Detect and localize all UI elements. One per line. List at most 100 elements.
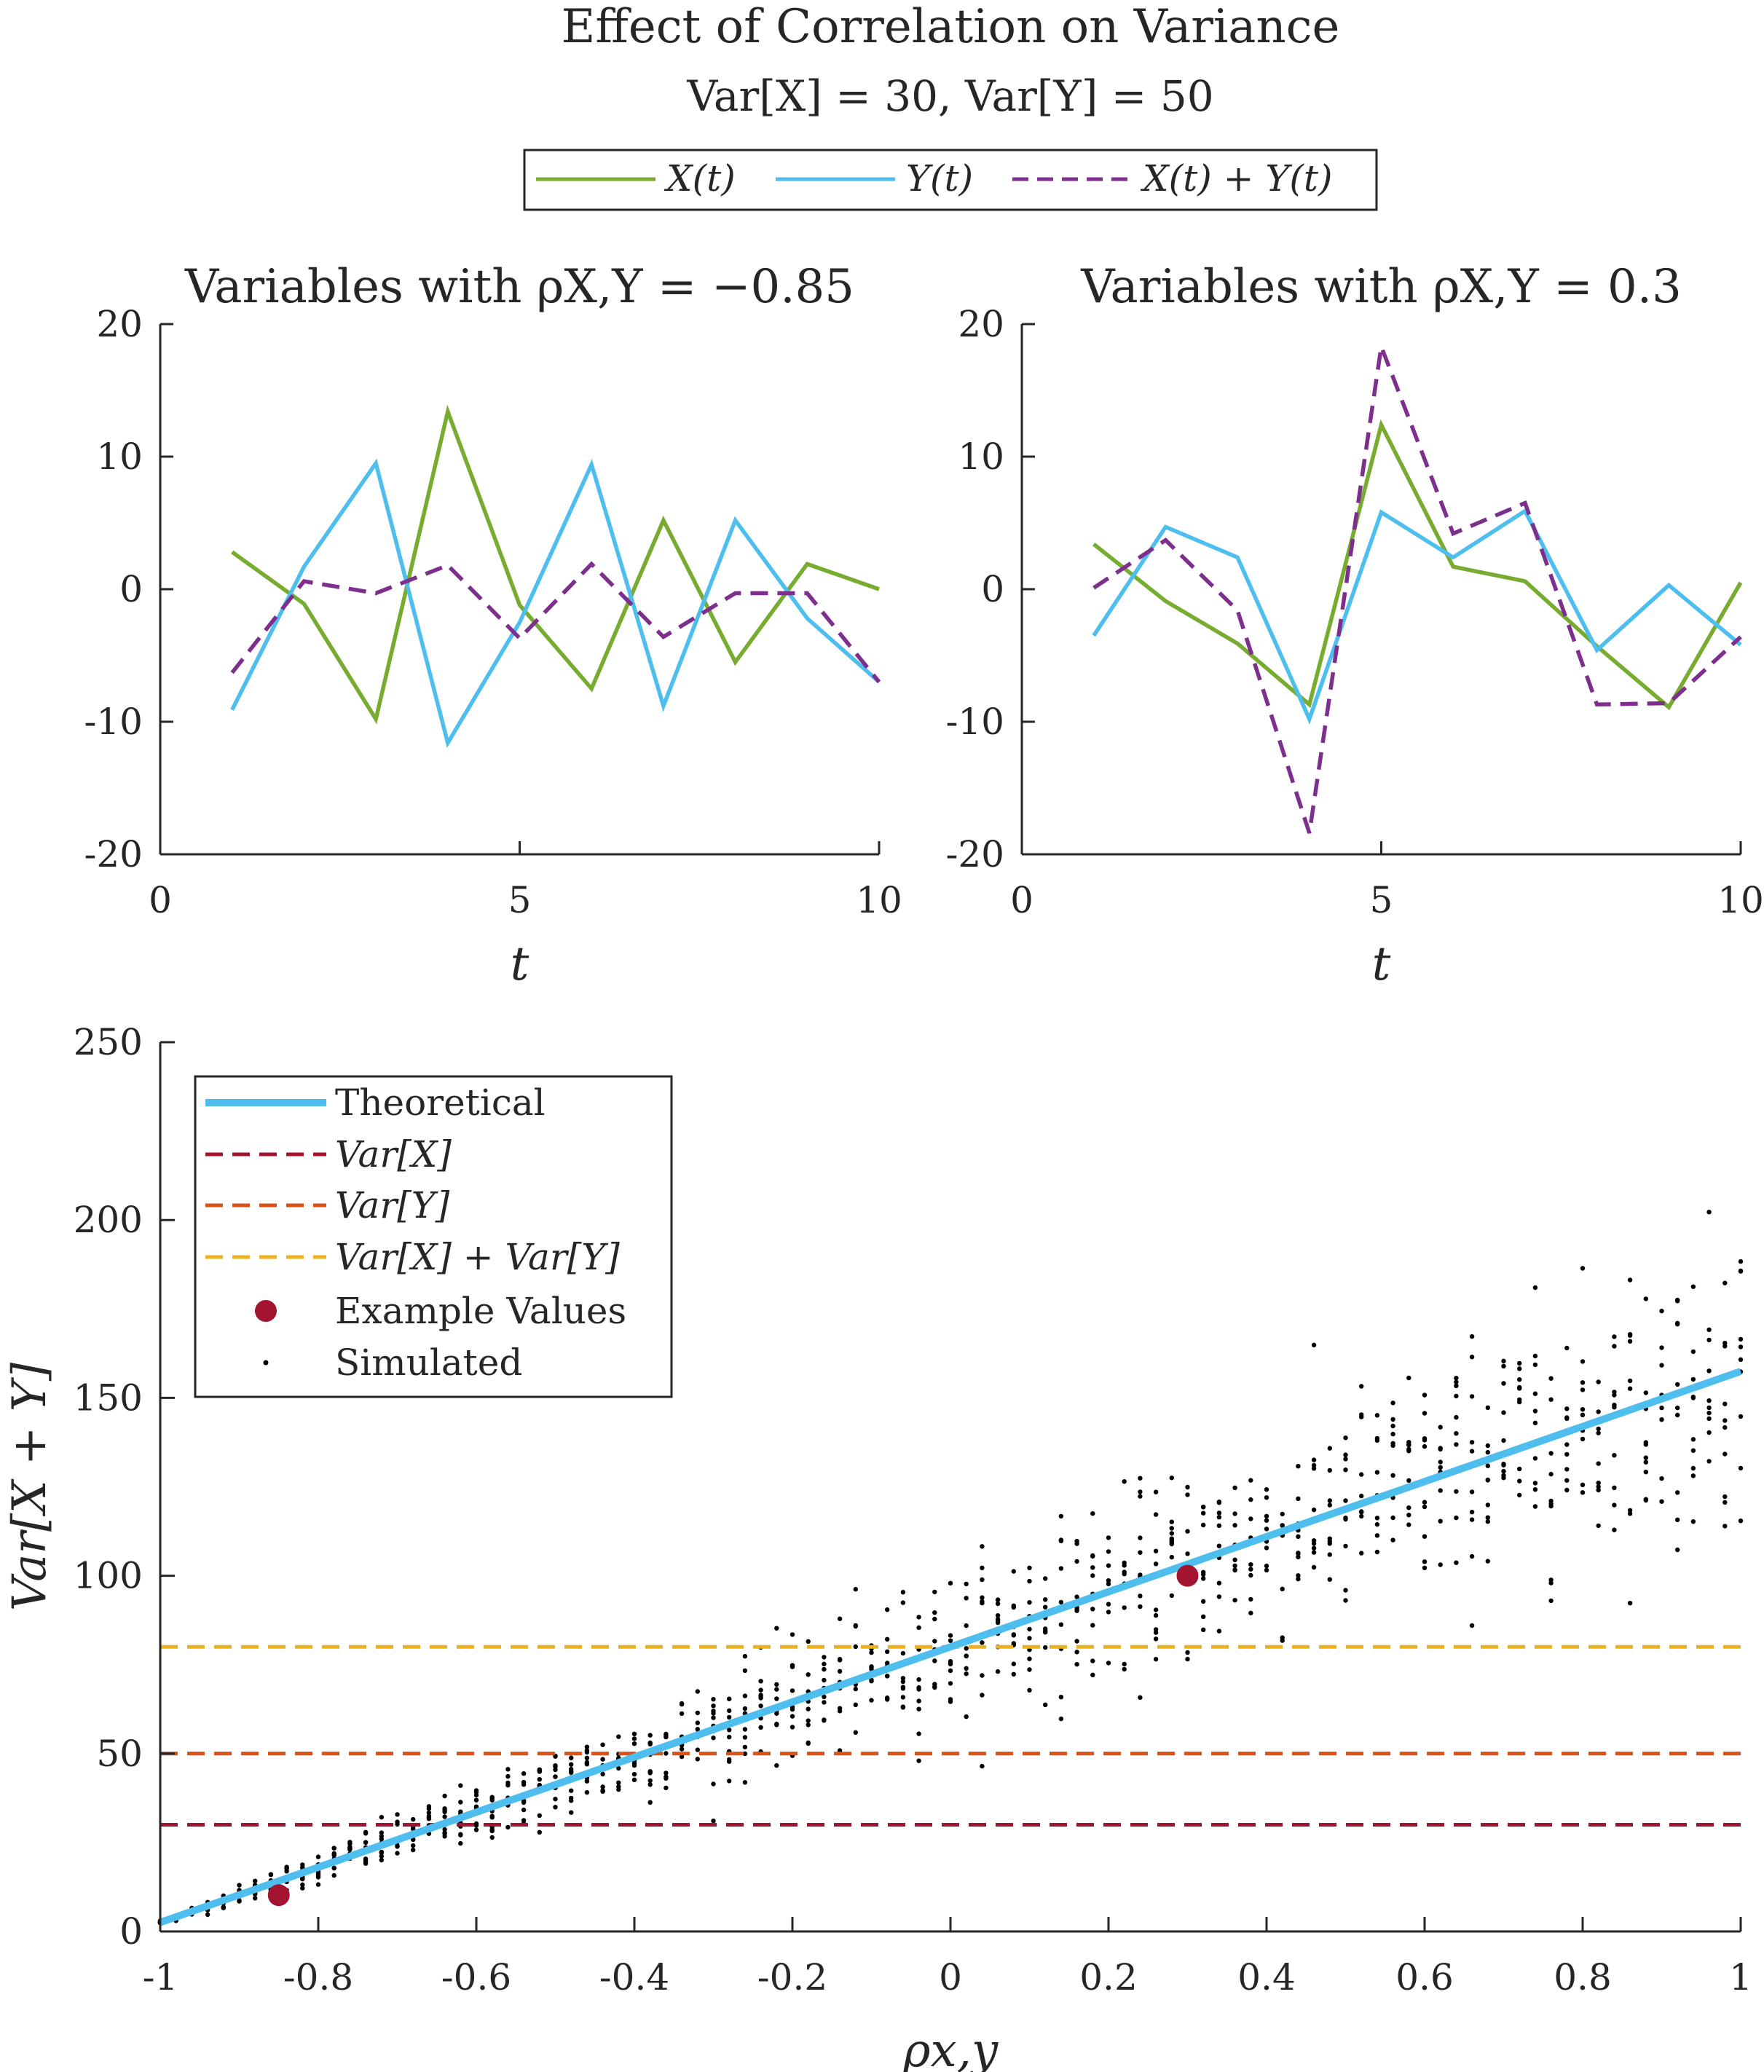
simulated-point [1532, 1391, 1538, 1396]
simulated-point [695, 1757, 700, 1762]
simulated-point [569, 1770, 574, 1775]
simulated-point [1027, 1656, 1032, 1661]
simulated-point [1248, 1596, 1253, 1602]
y-tick-label: -10 [945, 701, 1004, 743]
simulated-point [1706, 1416, 1712, 1422]
simulated-point [616, 1780, 621, 1785]
simulated-point [1485, 1519, 1491, 1524]
simulated-point [1612, 1402, 1617, 1408]
panel-title: Variables with ρX,Y = 0.3 [1080, 260, 1682, 314]
simulated-point [1138, 1550, 1143, 1555]
simulated-point [1454, 1376, 1459, 1381]
simulated-point [932, 1589, 937, 1595]
simulated-point [1469, 1334, 1475, 1339]
simulated-point [1659, 1499, 1664, 1504]
simulated-point [1564, 1406, 1570, 1411]
simulated-point [1659, 1405, 1664, 1411]
simulated-point [995, 1597, 1001, 1602]
simulated-point [1627, 1601, 1633, 1606]
simulated-point [1343, 1468, 1348, 1473]
simulated-point [1090, 1511, 1095, 1516]
simulated-point [1690, 1284, 1696, 1289]
simulated-point [948, 1633, 953, 1638]
simulated-point [647, 1769, 653, 1774]
simulated-point [1264, 1563, 1269, 1569]
simulated-point [711, 1703, 716, 1709]
simulated-point [1485, 1502, 1491, 1508]
simulated-point [1564, 1478, 1570, 1483]
simulated-point [268, 1872, 274, 1878]
simulated-point [1169, 1519, 1175, 1524]
simulated-point [790, 1725, 795, 1730]
simulated-point [885, 1674, 890, 1679]
simulated-point [600, 1742, 605, 1747]
simulated-point [853, 1586, 859, 1592]
simulated-point [1469, 1355, 1475, 1360]
simulated-point [742, 1668, 748, 1674]
simulated-point [1501, 1468, 1506, 1474]
simulated-point [1627, 1277, 1633, 1283]
shared-legend: X(t) Y(t) X(t) + Y(t) [523, 149, 1378, 211]
simulated-point [1659, 1363, 1664, 1368]
panel-right-rho-pos: Variables with ρX,Y = 0.3 0 5 10 -20 -10 0 10 20… [945, 260, 1763, 991]
simulated-point [537, 1813, 542, 1819]
simulated-point [1706, 1405, 1712, 1411]
simulated-point [473, 1797, 479, 1803]
x-axis-label: t [511, 937, 529, 991]
simulated-point [1690, 1473, 1696, 1478]
simulated-point [1343, 1543, 1348, 1549]
simulated-point [1564, 1487, 1570, 1493]
simulated-point [616, 1765, 621, 1771]
simulated-point [1564, 1451, 1570, 1457]
simulated-point [1627, 1333, 1633, 1338]
simulated-point [774, 1762, 779, 1768]
simulated-point [1390, 1423, 1395, 1429]
simulated-point [964, 1653, 969, 1658]
legend-box [523, 149, 1378, 211]
x-tick-label: 1 [1729, 1956, 1752, 1998]
simulated-point [1327, 1536, 1333, 1541]
simulated-point [711, 1697, 716, 1702]
simulated-point [1706, 1430, 1712, 1435]
simulated-point [505, 1824, 511, 1830]
simulated-point [1058, 1695, 1064, 1700]
simulated-point [1122, 1572, 1127, 1577]
simulated-point [1138, 1494, 1143, 1499]
simulated-point [900, 1695, 906, 1700]
simulated-point [980, 1693, 985, 1698]
simulated-point [1643, 1460, 1648, 1465]
simulated-point [1216, 1594, 1222, 1599]
legend-label-var-sum: Var[X] + Var[Y] [335, 1236, 620, 1278]
simulated-point [1327, 1552, 1333, 1557]
simulated-point [664, 1774, 669, 1779]
simulated-point [837, 1706, 843, 1711]
simulated-point [1311, 1545, 1317, 1551]
simulated-point [1138, 1489, 1143, 1494]
simulated-point [1548, 1397, 1554, 1402]
simulated-point [1090, 1607, 1095, 1612]
simulated-point [379, 1857, 384, 1863]
simulated-point [1390, 1515, 1395, 1521]
simulated-point [1058, 1599, 1064, 1605]
simulated-point [521, 1818, 527, 1823]
simulated-point [964, 1623, 969, 1628]
simulated-point [1580, 1387, 1586, 1393]
y-tick-label: -20 [945, 833, 1004, 875]
simulated-point [1248, 1567, 1253, 1572]
simulated-point [1675, 1299, 1680, 1304]
simulated-point [1406, 1505, 1411, 1510]
simulated-point [822, 1655, 827, 1660]
simulated-point [1564, 1442, 1570, 1447]
panel-title: Variables with ρX,Y = −0.85 [184, 260, 854, 314]
simulated-point [569, 1766, 574, 1772]
simulated-point [1011, 1604, 1017, 1610]
simulated-point [363, 1859, 369, 1864]
simulated-point [1122, 1605, 1127, 1610]
simulated-point [1027, 1636, 1032, 1641]
simulated-point [600, 1771, 605, 1777]
simulated-point [1090, 1672, 1095, 1677]
simulated-point [679, 1754, 685, 1760]
simulated-point [1454, 1393, 1459, 1399]
simulated-point [1501, 1410, 1506, 1415]
simulated-point [1153, 1548, 1159, 1553]
